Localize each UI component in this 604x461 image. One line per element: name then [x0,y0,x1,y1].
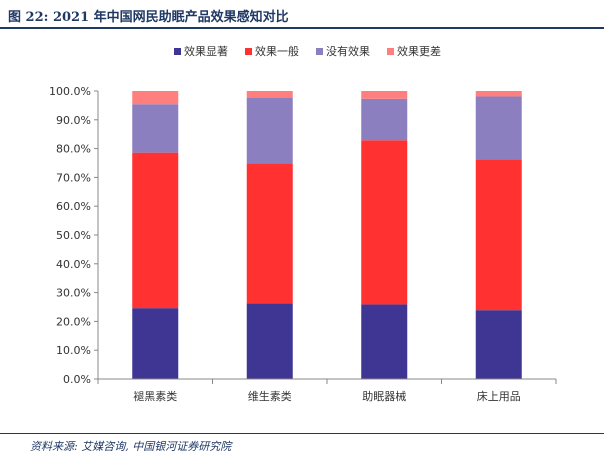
legend-swatch [174,48,181,55]
legend-swatch [387,48,394,55]
y-tick-label: 60.0% [56,200,91,213]
legend-item: 效果更差 [387,44,441,58]
bar-segment [475,96,522,160]
y-tick-label: 0.0% [63,373,91,386]
bar-segment [246,163,293,304]
bar-segment [361,91,408,99]
legend-item: 效果一般 [245,44,299,58]
bar-segment [475,159,522,311]
y-tick-label: 40.0% [56,258,91,271]
legend: 效果显著 效果一般 没有效果 效果更差 [174,44,441,58]
legend-label: 效果更差 [397,44,441,58]
x-tick-label: 维生素类 [248,389,292,403]
bar-segment [132,308,179,379]
bar-segment [132,91,179,105]
bar-segment [475,310,522,379]
title-rule [0,27,604,29]
bar-stack [361,91,408,379]
bar-stack [246,91,293,379]
bar-segment [475,91,522,97]
source-rule [0,433,604,434]
bar-segment [361,140,408,305]
legend-item: 没有效果 [316,44,370,58]
bar-segment [246,303,293,379]
x-tick-label: 褪黑素类 [133,389,177,403]
legend-label: 效果显著 [184,44,228,58]
y-tick-label: 20.0% [56,315,91,328]
bar-segment [132,152,179,309]
y-tick-label: 100.0% [49,85,91,98]
y-tick-label: 10.0% [56,344,91,357]
y-tick-label: 90.0% [56,114,91,127]
legend-label: 没有效果 [326,44,370,58]
y-tick-label: 50.0% [56,229,91,242]
y-tick-label: 30.0% [56,287,91,300]
legend-swatch [316,48,323,55]
source-note: 资料来源: 艾媒咨询, 中国银河证券研究院 [30,440,232,453]
y-tick-label: 70.0% [56,171,91,184]
bar-segment [361,304,408,379]
x-tick-label: 助眠器械 [362,389,406,403]
bars: 褪黑素类 维生素类 助眠器械 床上用品 [132,91,522,403]
legend-swatch [245,48,252,55]
bar-segment [246,97,293,164]
figure-title: 图 22: 2021 年中国网民助眠产品效果感知对比 [8,10,289,25]
legend-item: 效果显著 [174,44,228,58]
bar-segment [246,91,293,98]
y-axis-ticks: 0.0% 10.0% 20.0% 30.0% 40.0% 50.0% 60.0% 70.0% 8… [49,85,98,386]
stacked-bar-chart: 效果显著 效果一般 没有效果 效果更差 0.0% 10.0% 20.0% 30.0% 40.0%… [49,44,557,403]
chart-area: 效果显著 效果一般 没有效果 效果更差 0.0% 10.0% 20.0% 30.0% 40.0%… [0,30,604,430]
bar-stack [475,91,522,379]
bar-stack [132,91,179,379]
legend-label: 效果一般 [255,44,299,58]
x-tick-label: 床上用品 [477,389,521,403]
bar-segment [132,104,179,153]
bar-segment [361,98,408,141]
y-tick-label: 80.0% [56,143,91,156]
